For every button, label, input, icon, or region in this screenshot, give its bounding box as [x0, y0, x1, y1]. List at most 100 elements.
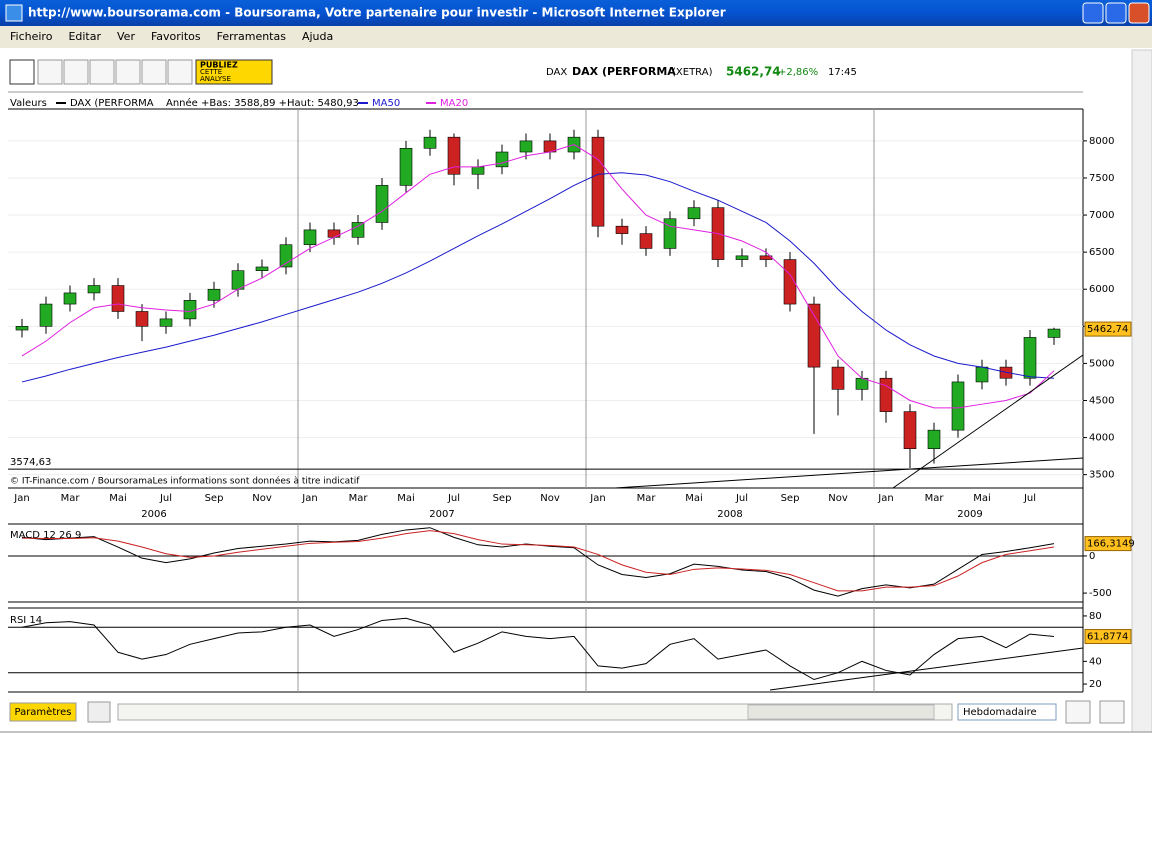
- candle-body: [255, 266, 269, 271]
- candle-body: [39, 303, 53, 327]
- menu-item[interactable]: Editar: [68, 30, 101, 43]
- publish-button[interactable]: [195, 59, 273, 85]
- value-label: 166,3149: [1087, 539, 1135, 550]
- candle-body: [807, 303, 821, 368]
- trend-line: [892, 354, 1084, 489]
- period-select[interactable]: [957, 703, 1057, 721]
- candle-body: [951, 381, 965, 431]
- x-tick-label: Sep: [493, 493, 512, 504]
- candle-body: [327, 229, 341, 238]
- x-tick-label: Nov: [828, 493, 848, 504]
- candle-body: [399, 148, 413, 186]
- candle-body: [927, 429, 941, 449]
- menu-item[interactable]: Ferramentas: [217, 30, 287, 43]
- candle-body: [1047, 328, 1061, 338]
- value-box: [1084, 629, 1132, 645]
- candle-body: [831, 366, 845, 390]
- x-tick-label: Mai: [685, 493, 703, 504]
- y-tick-label: 0: [1089, 551, 1095, 562]
- candle-body: [687, 207, 701, 220]
- zoom-out-button[interactable]: [1065, 700, 1091, 724]
- y-tick-label: 7000: [1089, 210, 1114, 221]
- candle-body: [87, 285, 101, 294]
- value-label: 5462,74: [1087, 324, 1128, 335]
- candle-body: [423, 136, 437, 149]
- candle-body: [495, 151, 509, 168]
- candle-body: [879, 377, 893, 412]
- menu-item[interactable]: Ficheiro: [10, 30, 53, 43]
- window-title: http://www.boursorama.com - Boursorama, …: [28, 6, 726, 20]
- y-tick-label: 4500: [1089, 395, 1114, 406]
- candle-body: [903, 411, 917, 449]
- print-button[interactable]: [87, 701, 111, 723]
- macd-title: MACD 12 26 9: [10, 530, 81, 541]
- line-tool[interactable]: [37, 59, 63, 85]
- title-bar: [0, 0, 1152, 26]
- x-tick-label: Mar: [925, 493, 945, 504]
- indicator-line: [21, 530, 1055, 592]
- y-tick-label: 7500: [1089, 173, 1114, 184]
- legend-label: MA50: [372, 98, 400, 109]
- x-tick-label: Sep: [781, 493, 800, 504]
- indicator-line: [21, 617, 1055, 681]
- x-tick-label: Nov: [252, 493, 272, 504]
- x-tick-label: Jan: [301, 493, 317, 504]
- y-tick-label: 80: [1089, 611, 1102, 622]
- year-label: 2006: [141, 509, 166, 520]
- publish-text: CETTE: [200, 68, 222, 76]
- quote-market: DAX: [546, 67, 567, 78]
- x-tick-label: Mai: [973, 493, 991, 504]
- page-scrollbar[interactable]: [1131, 49, 1152, 733]
- fibo-tool[interactable]: [89, 59, 115, 85]
- copyright: © IT-Finance.com / BoursoramaLes informa…: [10, 476, 360, 487]
- x-tick-label: Jan: [13, 493, 29, 504]
- year-label: 2009: [957, 509, 982, 520]
- candle-body: [351, 222, 365, 238]
- scroll-thumb[interactable]: [747, 704, 935, 720]
- menu-item[interactable]: Ver: [117, 30, 135, 43]
- menu-item[interactable]: Ajuda: [302, 30, 333, 43]
- legend-title: Valeurs: [10, 98, 47, 109]
- quote-name: DAX (PERFORMA: [572, 65, 676, 78]
- low-line-label: 3574,63: [10, 457, 51, 468]
- moving-average: [21, 144, 1055, 409]
- channel-tool[interactable]: [141, 59, 167, 85]
- settings-button[interactable]: [9, 702, 77, 722]
- x-tick-label: Jan: [877, 493, 893, 504]
- x-tick-label: Nov: [540, 493, 560, 504]
- y-tick-label: 4000: [1089, 433, 1114, 444]
- candle-body: [639, 233, 653, 249]
- candle-body: [159, 318, 173, 327]
- x-tick-label: Jul: [1023, 493, 1036, 504]
- app-icon: [5, 4, 23, 22]
- publish-text: PUBLIEZ: [200, 61, 238, 70]
- candle-body: [63, 292, 77, 305]
- quote-exchange: (XETRA): [672, 67, 713, 78]
- year-label: 2007: [429, 509, 454, 520]
- candle-body: [975, 366, 989, 383]
- hline-tool[interactable]: [63, 59, 89, 85]
- y-tick-label: 8000: [1089, 136, 1114, 147]
- trend-tool[interactable]: [115, 59, 141, 85]
- x-tick-label: Mar: [349, 493, 369, 504]
- x-tick-label: Jul: [735, 493, 748, 504]
- candle-body: [15, 326, 29, 331]
- y-tick-label: 20: [1089, 679, 1102, 690]
- delete-tool[interactable]: [167, 59, 193, 85]
- chart-scrollbar[interactable]: [117, 703, 953, 721]
- zoom-in-button[interactable]: [1099, 700, 1125, 724]
- legend-label: MA20: [440, 98, 468, 109]
- candle-body: [447, 136, 461, 175]
- minimize-button[interactable]: [1082, 2, 1104, 24]
- close-button[interactable]: [1128, 2, 1150, 24]
- x-tick-label: Mai: [109, 493, 127, 504]
- quote-change: +2,86%: [778, 67, 818, 78]
- rsi-title: RSI 14: [10, 615, 42, 626]
- legend-range: Année +Bas: 3588,89 +Haut: 5480,93: [166, 97, 359, 109]
- y-tick-label: 6500: [1089, 247, 1114, 258]
- candle-body: [111, 285, 125, 312]
- maximize-button[interactable]: [1105, 2, 1127, 24]
- menu-item[interactable]: Favoritos: [151, 30, 201, 43]
- candle-body: [303, 229, 317, 246]
- zoom-tool[interactable]: [9, 59, 35, 85]
